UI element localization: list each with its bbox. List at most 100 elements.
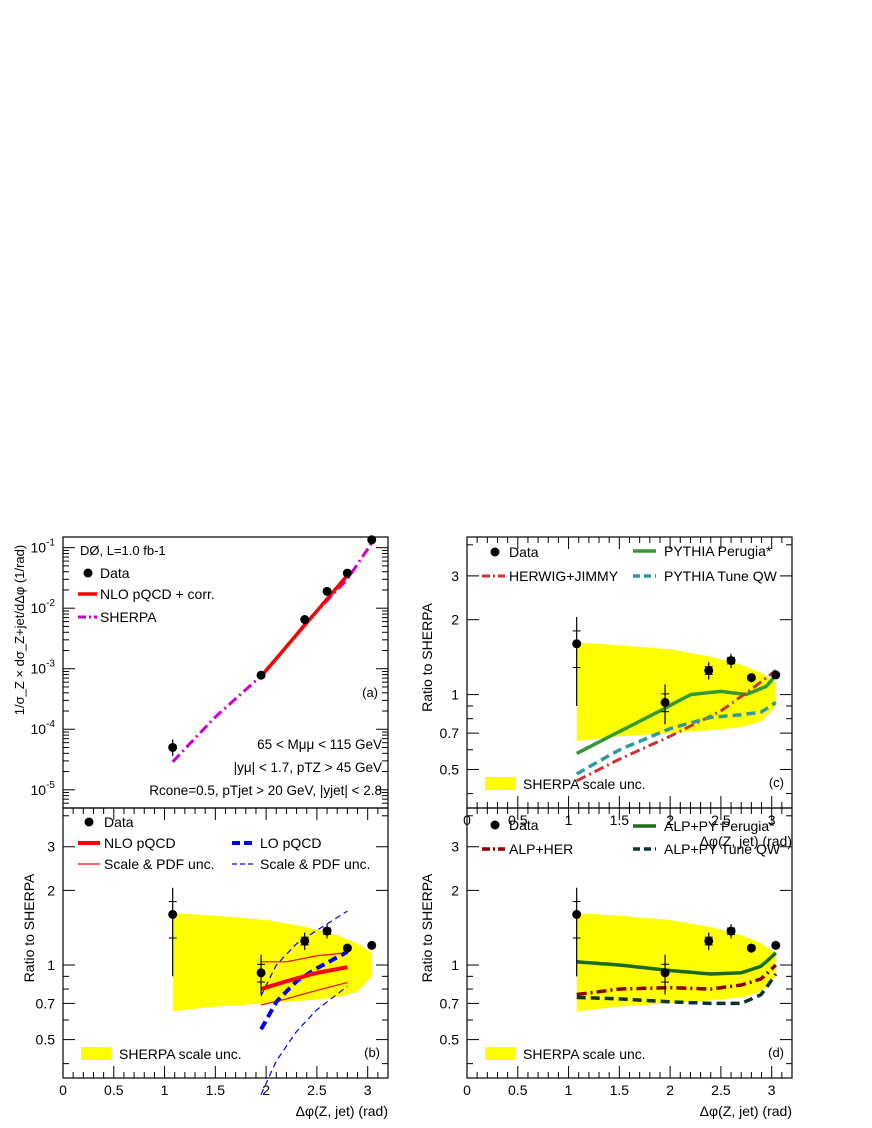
panel-d: 0.5 0.7 1 2 3 Ratio to SHERPA SHERPA scale unc…: [419, 808, 792, 1119]
y-tick-label: 1: [451, 687, 459, 703]
x-tick-label: 0: [463, 1082, 471, 1098]
data-point: [746, 673, 756, 683]
data-point: [367, 940, 377, 950]
data-point: [572, 909, 582, 919]
y-tick-label: 0.5: [440, 1032, 460, 1048]
legend-lo-label: LO pQCD: [260, 835, 321, 851]
x-tick-label: 2.5: [307, 1082, 327, 1098]
legend-data-label: Data: [509, 817, 539, 833]
y-tick-label: 3: [451, 568, 459, 584]
legend-nlo-label: NLO pQCD: [104, 835, 176, 851]
x-tick-label: 0.5: [508, 1082, 528, 1098]
data-point: [771, 670, 781, 680]
data-point: [256, 968, 266, 978]
y-tick-label: 0.7: [440, 995, 460, 1011]
x-tick-label: 1: [161, 1082, 169, 1098]
legend-data-marker: [490, 820, 500, 830]
x-axis-label: Δφ(Z, jet) (rad): [700, 1103, 792, 1119]
legend-alp-perugia-label: ALP+PY Perugia*: [664, 818, 775, 834]
panel-label: (b): [364, 1045, 380, 1060]
y-tick-label: 2: [451, 882, 459, 898]
panel-label: (a): [362, 685, 378, 700]
data-point: [322, 586, 332, 596]
lo-unc-lower: [260, 985, 348, 1095]
x-tick-label: 2: [666, 1082, 674, 1098]
x-axis-label: Δφ(Z, jet) (rad): [296, 1103, 388, 1119]
y-tick-exponent: -5: [46, 780, 55, 791]
y-tick-label: 0.5: [440, 761, 460, 777]
legend-data-label: Data: [104, 814, 134, 830]
nlo-unc-upper: [261, 952, 348, 963]
y-tick-label: 0.7: [36, 995, 56, 1011]
x-tick-label: 2: [262, 1082, 270, 1098]
series-curve-1: [576, 963, 778, 997]
panel-label: (d): [768, 1045, 784, 1060]
legend-data-label: Data: [509, 544, 539, 560]
legend-data-label: Data: [100, 565, 130, 581]
data-point: [342, 943, 352, 953]
data-point: [300, 936, 310, 946]
series-curve-0: [576, 951, 777, 976]
series-curve-2: [576, 973, 778, 1006]
panel-c: 0.5 0.7 1 2 3 Ratio to SHERPA SHERPA scale unc…: [419, 537, 792, 849]
sherpa-scale-band: [576, 642, 776, 742]
data-point: [342, 568, 352, 578]
x-tick-label: 3: [768, 1082, 776, 1098]
data-point: [168, 909, 178, 919]
sherpa-curve: [171, 542, 374, 763]
panel-label: (c): [769, 775, 784, 790]
x-tick-label: 0: [59, 1082, 67, 1098]
legend-data-marker: [83, 568, 93, 578]
legend-nlo-unc-label: Scale & PDF unc.: [104, 856, 215, 872]
data-point: [256, 670, 266, 680]
legend-nlo-label: NLO pQCD + corr.: [100, 586, 215, 602]
legend-lo-unc-label: Scale & PDF unc.: [260, 856, 371, 872]
legend-perugia-label: PYTHIA Perugia*: [664, 543, 772, 559]
x-axis-label: Δφ(Z, jet) (rad): [700, 833, 792, 849]
legend-data-marker: [84, 817, 94, 827]
y-axis-label: 1/σ_Z × dσ_Z+jet/dΔφ (1/rad): [12, 545, 27, 715]
legend-qw-label: PYTHIA Tune QW: [664, 568, 778, 584]
legend-band-swatch: [81, 1047, 111, 1060]
y-tick-label: 10-1: [31, 538, 56, 556]
y-tick-label: 1: [451, 957, 459, 973]
y-tick-exponent: -3: [46, 659, 55, 670]
legend-alp-her-label: ALP+HER: [509, 841, 573, 857]
y-tick-label: 3: [451, 839, 459, 855]
cut-label: 65 < Mμμ < 115 GeV: [257, 737, 382, 752]
x-tick-label: 3: [364, 1082, 372, 1098]
data-point: [300, 615, 310, 625]
y-axis-label: Ratio to SHERPA: [21, 873, 37, 982]
y-tick-exponent: -4: [46, 719, 55, 730]
x-tick-label: 2.5: [711, 1082, 731, 1098]
legend-band-label: SHERPA scale unc.: [523, 776, 646, 792]
data-point: [704, 936, 714, 946]
lo-curve: [259, 950, 349, 1031]
y-tick-label: 1: [47, 957, 55, 973]
y-axis-label: Ratio to SHERPA: [419, 873, 435, 982]
data-point: [704, 665, 714, 675]
legend-data-marker: [490, 547, 500, 557]
data-point: [771, 940, 781, 950]
legend-band-label: SHERPA scale unc.: [119, 1046, 242, 1062]
data-point: [367, 535, 377, 545]
data-point: [660, 697, 670, 707]
data-point: [726, 656, 736, 666]
y-tick-exponent: -2: [46, 598, 55, 609]
nlo-curve: [259, 574, 349, 678]
y-tick-label: 10-4: [31, 719, 56, 737]
legend-sherpa-label: SHERPA: [100, 609, 157, 625]
data-point: [726, 926, 736, 936]
legend-band-swatch: [485, 777, 515, 790]
y-tick-label: 2: [47, 882, 55, 898]
legend-alp-qw-label: ALP+PY Tune QW: [664, 841, 781, 857]
legend-band-label: SHERPA scale unc.: [523, 1046, 646, 1062]
x-tick-label: 1.5: [206, 1082, 226, 1098]
y-tick-label: 10-2: [31, 598, 56, 616]
nlo-curve: [260, 965, 348, 991]
y-tick-label: 10-5: [31, 780, 56, 798]
data-point: [572, 639, 582, 649]
legend-herwig-label: HERWIG+JIMMY: [509, 568, 619, 584]
panel-a: 10-5 10-4 10-3 10-2 10-1 1/σ_Z × dσ_Z+jet/dΔφ…: [12, 535, 388, 804]
